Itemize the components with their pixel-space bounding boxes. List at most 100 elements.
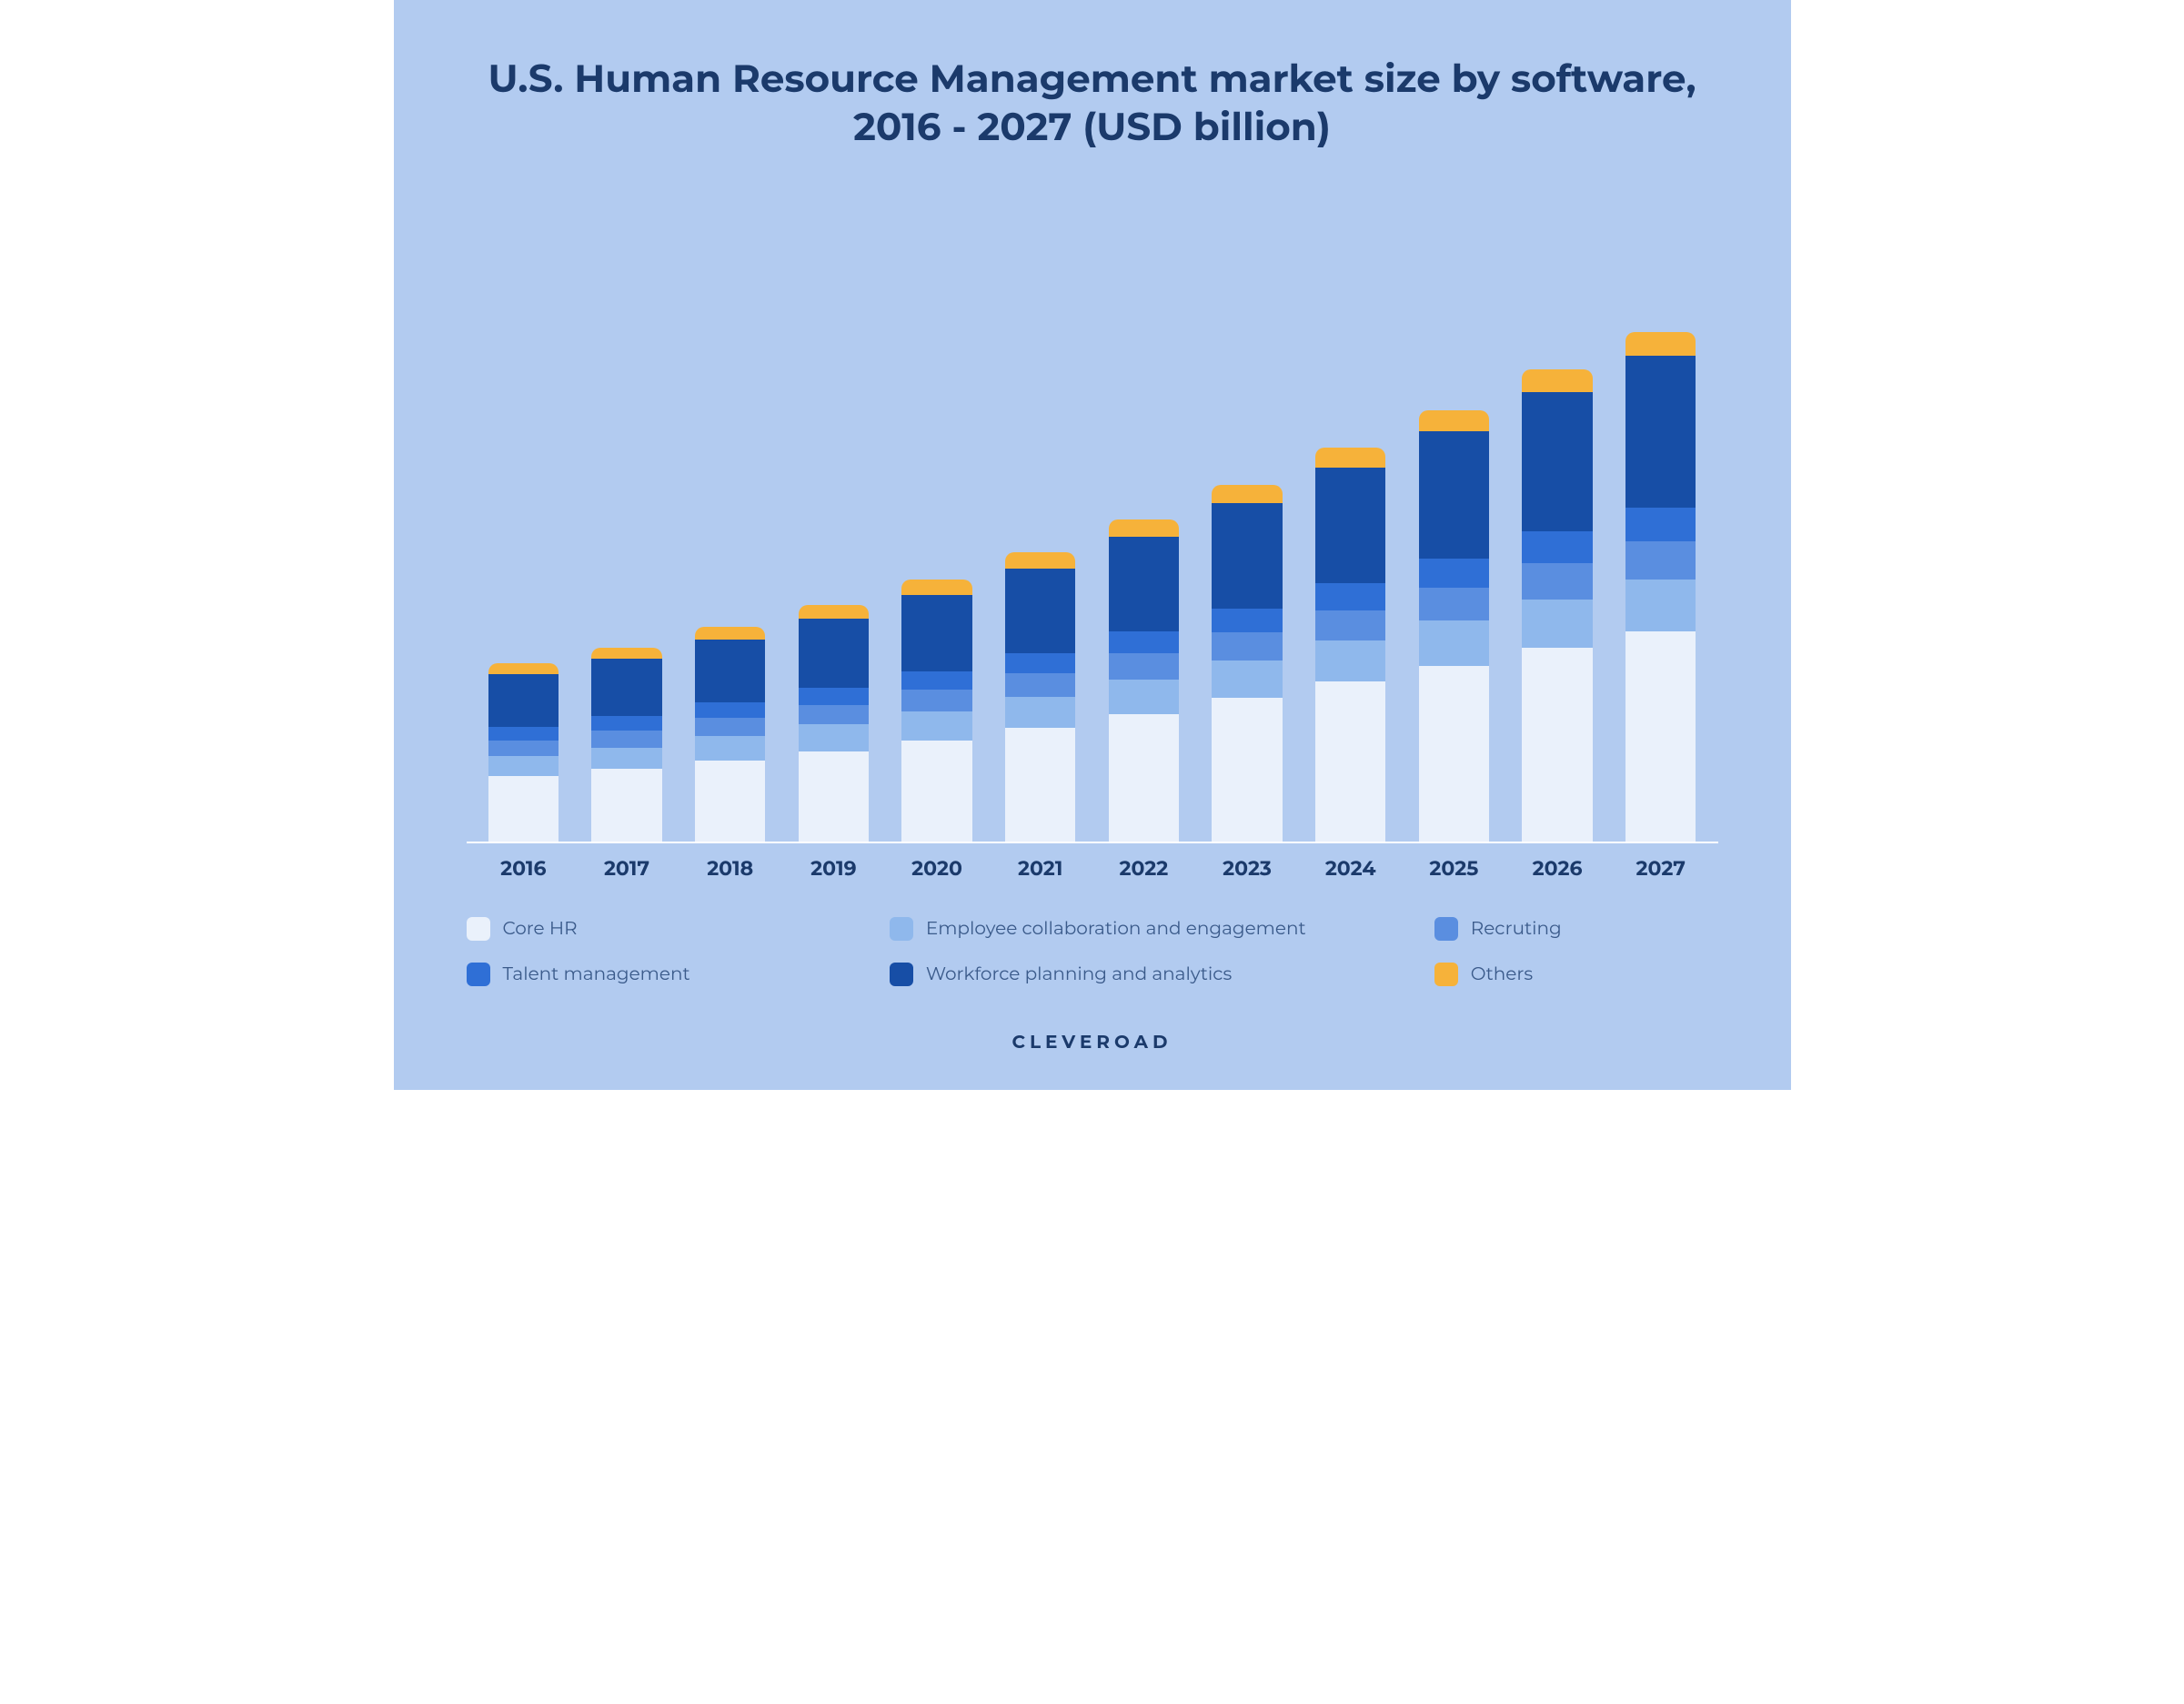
- x-axis-label: 2022: [1092, 856, 1196, 881]
- legend-item: Others: [1434, 963, 1718, 986]
- bar-segment-emp_collab: [1522, 600, 1592, 648]
- bar-segment-talent: [1522, 531, 1592, 562]
- bar-segment-others: [799, 605, 869, 619]
- legend-swatch: [1434, 963, 1458, 986]
- legend-item: Talent management: [467, 963, 871, 986]
- bar-segment-core_hr: [1212, 698, 1282, 842]
- legend-label: Talent management: [503, 963, 690, 985]
- bar-segment-talent: [1005, 653, 1075, 674]
- bar-segment-emp_collab: [591, 748, 661, 770]
- x-axis-label: 2016: [472, 856, 576, 881]
- bar-segment-workforce: [901, 595, 971, 671]
- bar-segment-recruiting: [695, 718, 765, 736]
- bar-column: [679, 627, 782, 842]
- bar-segment-talent: [1419, 559, 1489, 588]
- bar-segment-talent: [901, 671, 971, 691]
- bar-segment-recruiting: [1522, 563, 1592, 600]
- bar-segment-recruiting: [488, 741, 559, 756]
- bar-segment-talent: [1625, 508, 1696, 541]
- bar-column: [1609, 332, 1713, 842]
- bar-segment-workforce: [1109, 537, 1179, 630]
- bar-segment-workforce: [1625, 356, 1696, 508]
- bar-segment-workforce: [799, 619, 869, 688]
- legend-item: Workforce planning and analytics: [890, 963, 1416, 986]
- bar-segment-talent: [488, 727, 559, 741]
- x-axis-label: 2023: [1195, 856, 1299, 881]
- x-axis-label: 2017: [575, 856, 679, 881]
- bar-column: [1505, 369, 1609, 842]
- legend-label: Recruting: [1471, 918, 1562, 940]
- bar-segment-workforce: [1419, 431, 1489, 559]
- legend-swatch: [467, 963, 490, 986]
- bar-segment-emp_collab: [799, 724, 869, 751]
- bar-column: [1092, 519, 1196, 842]
- stacked-bar: [695, 627, 765, 842]
- legend-label: Employee collaboration and engagement: [926, 918, 1306, 940]
- legend-label: Workforce planning and analytics: [926, 963, 1232, 985]
- bar-column: [472, 663, 576, 842]
- bar-segment-core_hr: [1522, 648, 1592, 842]
- bar-segment-workforce: [1315, 468, 1385, 583]
- bar-segment-workforce: [1212, 503, 1282, 608]
- bar-segment-workforce: [1522, 392, 1592, 532]
- x-axis-label: 2021: [989, 856, 1092, 881]
- bar-segment-workforce: [1005, 569, 1075, 653]
- chart-title: U.S. Human Resource Management market si…: [458, 55, 1727, 150]
- bars-container: [467, 232, 1718, 843]
- bar-segment-workforce: [591, 659, 661, 716]
- bar-segment-emp_collab: [1419, 620, 1489, 665]
- bar-segment-emp_collab: [901, 711, 971, 741]
- bar-segment-others: [488, 663, 559, 674]
- bar-column: [885, 580, 989, 842]
- x-axis-labels: 2016201720182019202020212022202320242025…: [467, 843, 1718, 881]
- stacked-bar: [1419, 410, 1489, 842]
- bar-segment-core_hr: [799, 751, 869, 842]
- stacked-bar: [591, 648, 661, 842]
- legend: Core HREmployee collaboration and engage…: [458, 917, 1727, 986]
- x-axis-label: 2027: [1609, 856, 1713, 881]
- bar-segment-talent: [799, 688, 869, 705]
- bar-segment-recruiting: [1419, 588, 1489, 620]
- bar-column: [1403, 410, 1506, 842]
- bar-segment-emp_collab: [1005, 697, 1075, 728]
- legend-swatch: [1434, 917, 1458, 941]
- bar-segment-others: [695, 627, 765, 640]
- bar-segment-core_hr: [1419, 666, 1489, 842]
- bar-segment-others: [1419, 410, 1489, 431]
- bar-segment-recruiting: [1005, 673, 1075, 697]
- x-axis-label: 2026: [1505, 856, 1609, 881]
- bar-column: [1195, 485, 1299, 842]
- stacked-bar: [1005, 552, 1075, 842]
- bar-segment-talent: [1315, 583, 1385, 610]
- bar-segment-others: [1212, 485, 1282, 504]
- bar-segment-emp_collab: [1109, 680, 1179, 714]
- legend-swatch: [890, 963, 913, 986]
- bar-segment-others: [1109, 519, 1179, 537]
- bar-segment-others: [1005, 552, 1075, 569]
- bar-segment-recruiting: [1625, 541, 1696, 580]
- bar-column: [782, 605, 886, 842]
- stacked-bar: [1522, 369, 1592, 842]
- stacked-bar: [488, 663, 559, 842]
- x-axis-label: 2025: [1403, 856, 1506, 881]
- bar-segment-emp_collab: [1315, 640, 1385, 681]
- bar-segment-core_hr: [1625, 631, 1696, 842]
- stacked-bar: [1625, 332, 1696, 842]
- legend-item: Employee collaboration and engagement: [890, 917, 1416, 941]
- bar-segment-recruiting: [901, 690, 971, 711]
- bar-segment-core_hr: [591, 769, 661, 842]
- x-axis-label: 2024: [1299, 856, 1403, 881]
- bar-segment-talent: [1212, 609, 1282, 633]
- legend-item: Recruting: [1434, 917, 1718, 941]
- bar-segment-core_hr: [695, 761, 765, 842]
- bar-segment-others: [901, 580, 971, 595]
- bar-segment-emp_collab: [1625, 580, 1696, 631]
- bar-segment-emp_collab: [488, 756, 559, 777]
- x-axis-label: 2019: [782, 856, 886, 881]
- bar-column: [575, 648, 679, 842]
- legend-label: Others: [1471, 963, 1533, 985]
- bar-segment-workforce: [488, 674, 559, 727]
- bar-segment-core_hr: [1109, 714, 1179, 842]
- bar-segment-core_hr: [901, 741, 971, 842]
- bar-segment-recruiting: [1315, 610, 1385, 641]
